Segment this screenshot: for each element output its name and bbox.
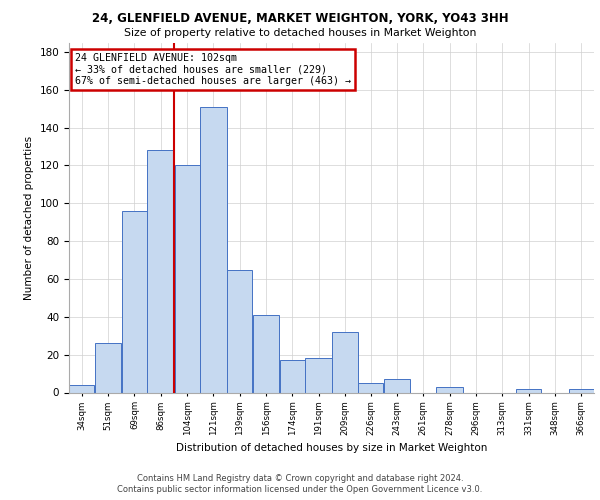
X-axis label: Distribution of detached houses by size in Market Weighton: Distribution of detached houses by size …	[176, 444, 487, 454]
Bar	[95, 344, 121, 392]
Text: Contains HM Land Registry data © Crown copyright and database right 2024.: Contains HM Land Registry data © Crown c…	[137, 474, 463, 483]
Bar	[332, 332, 358, 392]
Bar	[200, 107, 227, 393]
Text: 24, GLENFIELD AVENUE, MARKET WEIGHTON, YORK, YO43 3HH: 24, GLENFIELD AVENUE, MARKET WEIGHTON, Y…	[92, 12, 508, 26]
Bar	[358, 383, 383, 392]
Text: Size of property relative to detached houses in Market Weighton: Size of property relative to detached ho…	[124, 28, 476, 38]
Bar	[122, 211, 147, 392]
Text: Contains public sector information licensed under the Open Government Licence v3: Contains public sector information licen…	[118, 485, 482, 494]
Bar	[516, 388, 541, 392]
Bar	[569, 388, 594, 392]
Bar	[280, 360, 305, 392]
Bar	[305, 358, 332, 392]
Bar	[253, 315, 280, 392]
Bar	[69, 385, 94, 392]
Bar	[148, 150, 174, 392]
Bar	[175, 166, 200, 392]
Y-axis label: Number of detached properties: Number of detached properties	[24, 136, 34, 300]
Bar	[383, 380, 410, 392]
Bar	[436, 387, 463, 392]
Text: 24 GLENFIELD AVENUE: 102sqm
← 33% of detached houses are smaller (229)
67% of se: 24 GLENFIELD AVENUE: 102sqm ← 33% of det…	[76, 53, 352, 86]
Bar	[227, 270, 252, 392]
